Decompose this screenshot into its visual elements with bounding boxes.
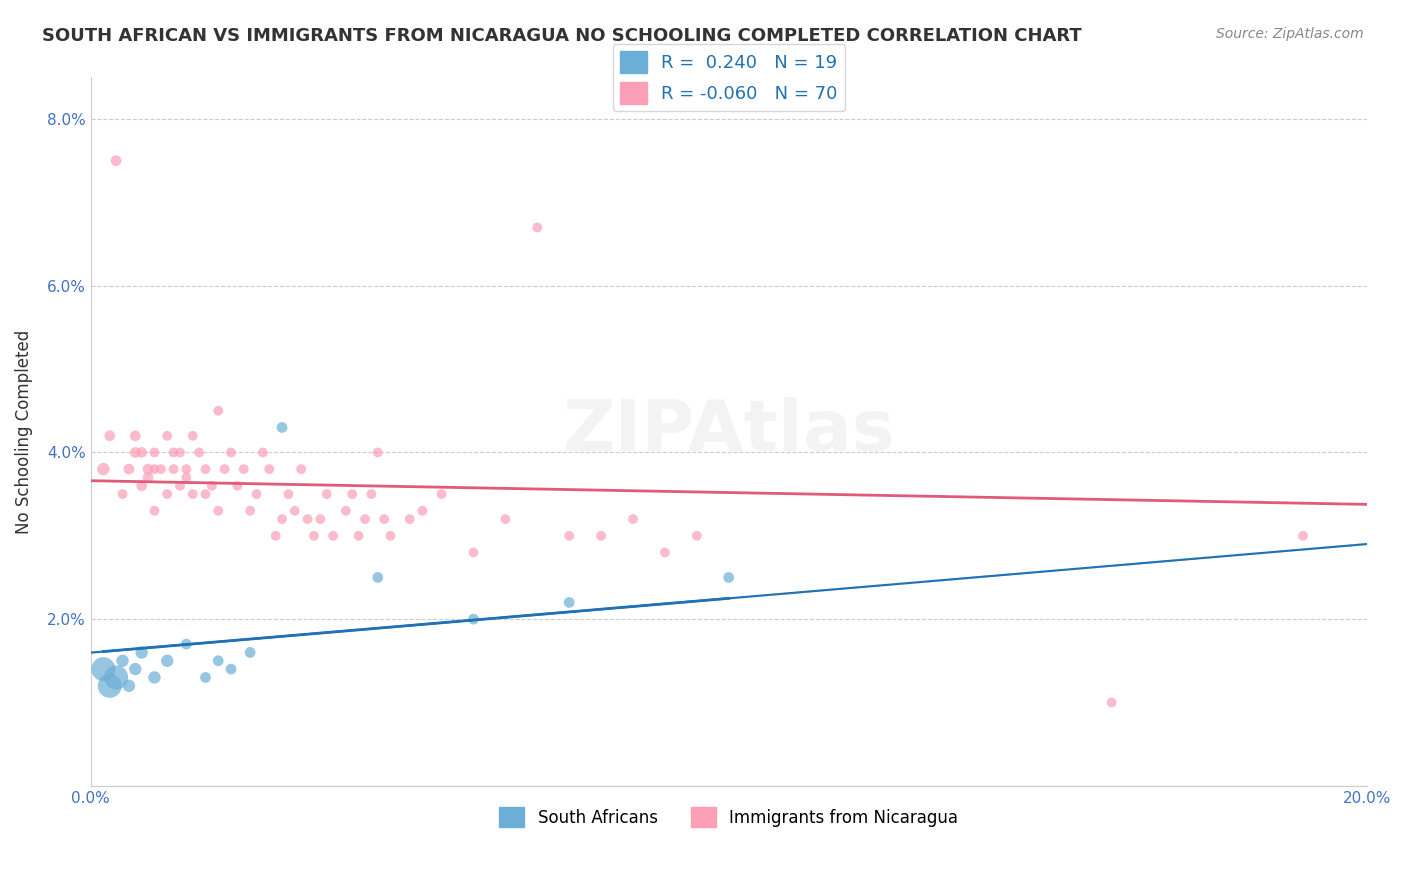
- Point: [245, 487, 267, 501]
- Point: [1292, 529, 1315, 543]
- Point: [156, 654, 179, 668]
- Point: [1101, 696, 1123, 710]
- Point: [463, 545, 485, 559]
- Point: [342, 487, 364, 501]
- Point: [347, 529, 370, 543]
- Point: [143, 504, 166, 518]
- Point: [430, 487, 453, 501]
- Point: [162, 462, 184, 476]
- Point: [98, 429, 121, 443]
- Point: [181, 429, 204, 443]
- Point: [176, 470, 198, 484]
- Point: [621, 512, 644, 526]
- Point: [194, 670, 217, 684]
- Point: [367, 445, 389, 459]
- Point: [149, 462, 172, 476]
- Point: [118, 462, 141, 476]
- Point: [207, 654, 229, 668]
- Point: [354, 512, 377, 526]
- Point: [367, 570, 389, 584]
- Point: [188, 445, 211, 459]
- Point: [558, 595, 581, 609]
- Point: [717, 570, 740, 584]
- Point: [169, 445, 191, 459]
- Point: [264, 529, 287, 543]
- Point: [290, 462, 312, 476]
- Point: [219, 445, 242, 459]
- Point: [156, 487, 179, 501]
- Point: [136, 462, 159, 476]
- Point: [143, 462, 166, 476]
- Point: [124, 445, 146, 459]
- Point: [124, 429, 146, 443]
- Point: [302, 529, 325, 543]
- Point: [169, 479, 191, 493]
- Point: [277, 487, 299, 501]
- Point: [105, 153, 128, 168]
- Point: [463, 612, 485, 626]
- Point: [118, 679, 141, 693]
- Point: [131, 445, 153, 459]
- Point: [93, 662, 115, 676]
- Point: [398, 512, 420, 526]
- Point: [252, 445, 274, 459]
- Point: [105, 670, 128, 684]
- Point: [686, 529, 709, 543]
- Point: [162, 445, 184, 459]
- Point: [201, 479, 224, 493]
- Point: [380, 529, 402, 543]
- Point: [176, 637, 198, 651]
- Point: [98, 679, 121, 693]
- Point: [219, 662, 242, 676]
- Point: [207, 504, 229, 518]
- Point: [194, 462, 217, 476]
- Point: [136, 470, 159, 484]
- Point: [654, 545, 676, 559]
- Text: ZIPAtlas: ZIPAtlas: [562, 397, 896, 467]
- Point: [226, 479, 249, 493]
- Point: [558, 529, 581, 543]
- Point: [143, 445, 166, 459]
- Point: [411, 504, 433, 518]
- Point: [526, 220, 548, 235]
- Legend: South Africans, Immigrants from Nicaragua: South Africans, Immigrants from Nicaragu…: [492, 800, 965, 834]
- Point: [214, 462, 236, 476]
- Point: [194, 487, 217, 501]
- Point: [494, 512, 516, 526]
- Text: Source: ZipAtlas.com: Source: ZipAtlas.com: [1216, 27, 1364, 41]
- Point: [315, 487, 337, 501]
- Point: [271, 420, 294, 434]
- Point: [360, 487, 382, 501]
- Point: [131, 479, 153, 493]
- Point: [335, 504, 357, 518]
- Point: [259, 462, 281, 476]
- Point: [93, 462, 115, 476]
- Point: [143, 670, 166, 684]
- Point: [322, 529, 344, 543]
- Point: [284, 504, 307, 518]
- Text: SOUTH AFRICAN VS IMMIGRANTS FROM NICARAGUA NO SCHOOLING COMPLETED CORRELATION CH: SOUTH AFRICAN VS IMMIGRANTS FROM NICARAG…: [42, 27, 1083, 45]
- Point: [373, 512, 395, 526]
- Point: [297, 512, 319, 526]
- Point: [156, 429, 179, 443]
- Point: [181, 487, 204, 501]
- Point: [591, 529, 613, 543]
- Point: [131, 645, 153, 659]
- Point: [111, 654, 134, 668]
- Point: [232, 462, 254, 476]
- Point: [124, 662, 146, 676]
- Point: [111, 487, 134, 501]
- Point: [271, 512, 294, 526]
- Point: [207, 404, 229, 418]
- Point: [309, 512, 332, 526]
- Point: [239, 504, 262, 518]
- Point: [176, 462, 198, 476]
- Y-axis label: No Schooling Completed: No Schooling Completed: [15, 329, 32, 533]
- Point: [239, 645, 262, 659]
